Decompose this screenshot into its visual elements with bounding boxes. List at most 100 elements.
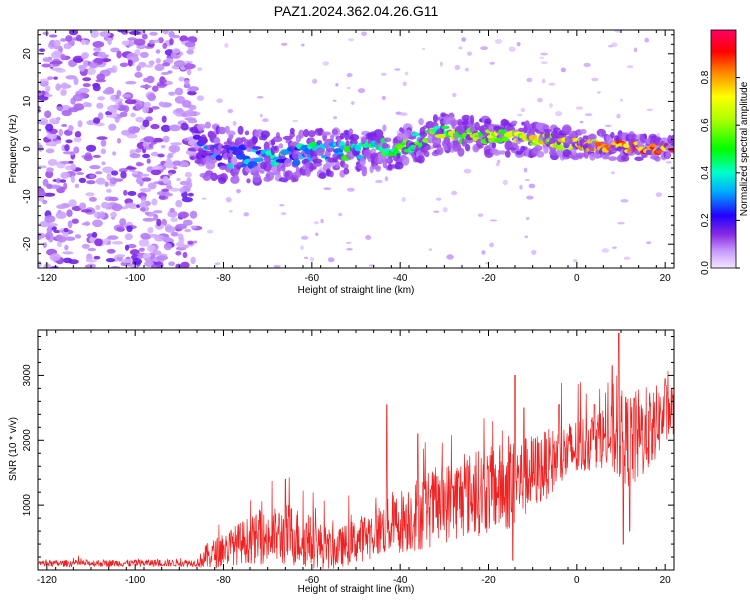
heatmap-noise-cell (135, 103, 141, 111)
heatmap-noise-cell (109, 196, 119, 202)
heatmap-noise-cell (189, 210, 198, 219)
heatmap-noise-cell (138, 61, 147, 68)
heatmap-faint-cell (612, 246, 617, 249)
heatmap-noise-cell (99, 211, 105, 219)
heatmap-noise-cell (146, 158, 151, 164)
heatmap-noise-cell (92, 41, 105, 48)
heatmap-ridge-halo (564, 135, 573, 145)
heatmap-noise-cell (129, 57, 138, 61)
heatmap-ridge-halo (610, 131, 615, 139)
heatmap-noise-cell (168, 261, 176, 267)
heatmap-noise-cell (92, 154, 101, 158)
heatmap-noise-cell (38, 191, 47, 197)
heatmap-noise-cell (152, 137, 164, 143)
heatmap-ridge-halo (654, 155, 661, 162)
heatmap-noise-cell (91, 231, 98, 238)
heatmap-ridge-halo (334, 160, 340, 169)
heatmap-noise-cell (38, 260, 42, 268)
heatmap-faint-cell (313, 221, 319, 225)
heatmap-faint-cell (548, 82, 556, 86)
heatmap-noise-cell (46, 132, 58, 140)
heatmap-ridge-core (198, 137, 208, 145)
heatmap-noise-cell (46, 183, 53, 190)
heatmap-noise-cell (73, 136, 82, 143)
heatmap-noise-cell (173, 166, 178, 170)
heatmap-noise-cell (47, 225, 53, 229)
heatmap-x-tick-label: 0 (574, 273, 580, 284)
heatmap-noise-cell (158, 37, 164, 44)
heatmap-noise-cell (175, 107, 184, 114)
heatmap-ridge-halo (348, 128, 353, 136)
heatmap-noise-cell (180, 261, 190, 268)
heatmap-ridge-halo (217, 143, 224, 151)
heatmap-faint-cell (539, 56, 544, 59)
heatmap-ridge-halo (363, 148, 373, 159)
heatmap-noise-cell (167, 152, 174, 159)
heatmap-noise-cell (39, 48, 45, 52)
heatmap-ridge-core (215, 154, 223, 161)
heatmap-noise-cell (109, 177, 118, 185)
colorbar-tick-label: 0.0 (700, 261, 711, 275)
heatmap-faint-cell (540, 61, 548, 65)
heatmap-ridge-halo (202, 173, 212, 181)
heatmap-faint-cell (464, 67, 469, 72)
heatmap-noise-cell (119, 218, 127, 226)
heatmap-noise-cell (96, 136, 108, 140)
heatmap-noise-cell (149, 31, 158, 36)
heatmap-faint-cell (227, 108, 234, 114)
heatmap-noise-cell (60, 171, 70, 179)
heatmap-ridge-halo (349, 134, 360, 141)
heatmap-noise-cell (127, 191, 137, 196)
heatmap-noise-cell (73, 146, 80, 154)
heatmap-faint-cell (523, 167, 528, 173)
heatmap-noise-cell (168, 172, 173, 176)
heatmap-faint-cell (458, 46, 463, 50)
heatmap-ridge-halo (491, 141, 497, 149)
snr-ylabel: SNR (10 * v/v) (8, 417, 19, 481)
heatmap-noise-cell (154, 235, 166, 242)
heatmap-noise-cell (61, 124, 68, 127)
heatmap-ridge-halo (499, 150, 506, 155)
heatmap-faint-cell (591, 77, 599, 82)
heatmap-noise-cell (131, 258, 143, 265)
heatmap-noise-cell (105, 258, 116, 263)
heatmap-noise-cell (111, 203, 123, 212)
heatmap-faint-cell (216, 98, 223, 103)
heatmap-faint-cell (555, 111, 563, 117)
heatmap-noise-cell (148, 60, 155, 66)
heatmap-noise-cell (175, 251, 182, 256)
heatmap-noise-cell (147, 227, 154, 234)
heatmap-noise-cell (115, 254, 126, 258)
heatmap-noise-cell (65, 75, 77, 80)
heatmap-faint-cell (351, 101, 355, 105)
heatmap-noise-cell (178, 233, 184, 241)
heatmap-noise-cell (165, 157, 172, 166)
heatmap-x-tick-label: -20 (481, 273, 496, 284)
heatmap-ridge-halo (492, 149, 502, 156)
heatmap-noise-cell (147, 93, 156, 102)
heatmap-ridge-halo (260, 130, 270, 139)
heatmap-noise-cell (142, 253, 152, 259)
heatmap-faint-cell (520, 107, 526, 113)
heatmap-noise-cell (96, 102, 104, 109)
heatmap-ridge-halo (382, 124, 387, 132)
heatmap-faint-cell (575, 106, 583, 110)
snr-x-tick-label: 0 (574, 575, 580, 586)
heatmap-ridge-halo (431, 135, 442, 146)
heatmap-faint-cell (381, 95, 386, 101)
heatmap-noise-cell (187, 240, 194, 245)
heatmap-faint-cell (644, 37, 650, 43)
heatmap-faint-cell (401, 197, 406, 202)
heatmap-noise-cell (176, 241, 185, 248)
heatmap-noise-cell (187, 36, 198, 44)
heatmap-noise-cell (126, 225, 133, 232)
heatmap-faint-cell (312, 78, 318, 84)
heatmap-faint-cell (262, 118, 269, 123)
heatmap-noise-cell (78, 177, 87, 183)
heatmap-faint-cell (332, 99, 337, 102)
heatmap-ridge-halo (424, 145, 431, 151)
heatmap-ridge-halo (244, 130, 250, 136)
heatmap-noise-cell (88, 196, 97, 202)
heatmap-noise-cell (157, 153, 165, 158)
heatmap-noise-cell (65, 35, 73, 42)
